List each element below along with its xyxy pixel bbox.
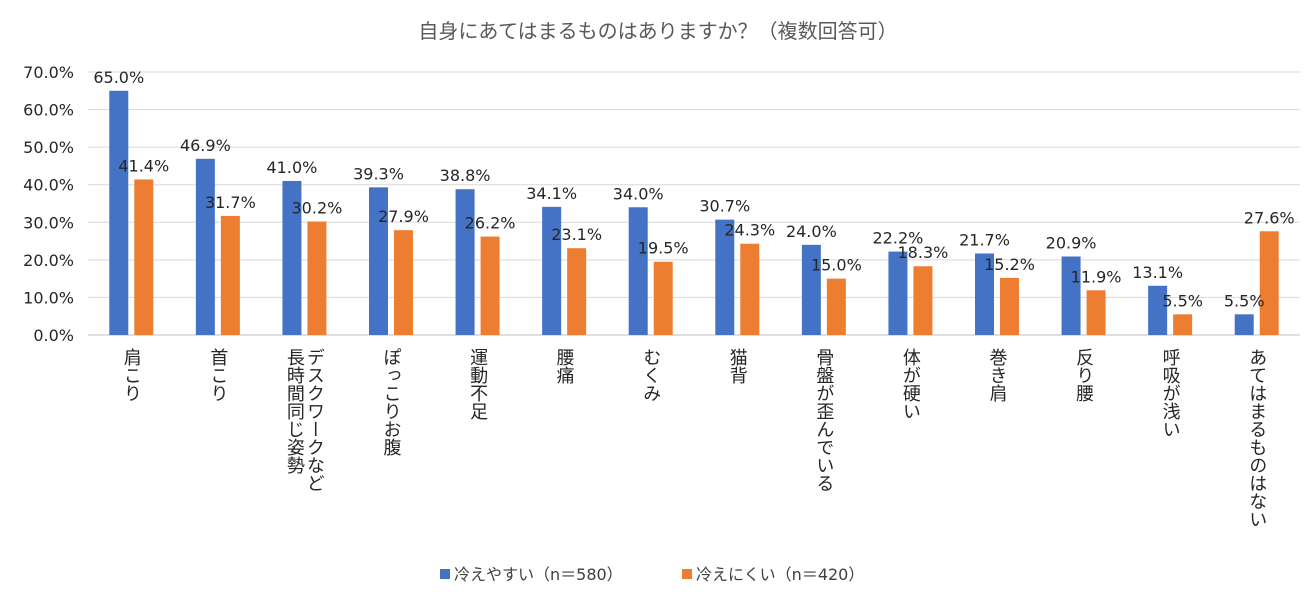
bars xyxy=(109,90,1279,336)
data-label: 19.5% xyxy=(638,239,689,258)
bar-series-1 xyxy=(1234,314,1254,335)
data-label: 20.9% xyxy=(1046,233,1097,252)
bar-series-2 xyxy=(1000,277,1019,335)
bar-series-1 xyxy=(1061,256,1081,335)
y-tick-label: 20.0% xyxy=(23,251,74,270)
data-label: 34.0% xyxy=(613,184,664,203)
category-label: 運動不足 xyxy=(467,348,488,420)
category-label: むくみ xyxy=(640,348,661,402)
y-tick-label: 40.0% xyxy=(23,176,74,195)
data-label: 15.2% xyxy=(984,255,1035,274)
bar-series-1 xyxy=(109,90,129,336)
data-label: 30.7% xyxy=(699,197,750,216)
y-tick-label: 30.0% xyxy=(23,213,74,232)
data-label: 22.2% xyxy=(873,229,924,248)
data-label: 31.7% xyxy=(205,193,256,212)
data-label: 15.0% xyxy=(811,256,862,275)
category-label: 腰痛 xyxy=(554,348,575,385)
bar-series-2 xyxy=(480,236,500,335)
data-labels: 65.0% 46.9% 41.0% 39.3% 38.8% 34.1% 34.0% 30.7%… xyxy=(93,68,1294,311)
bar-series-1 xyxy=(975,253,994,335)
data-label: 39.3% xyxy=(353,164,404,183)
bar-series-1 xyxy=(455,189,475,335)
bar-series-1 xyxy=(542,206,562,335)
bar-series-2 xyxy=(1259,231,1279,335)
bar-series-2 xyxy=(1173,314,1193,335)
bar-series-1 xyxy=(369,187,388,335)
data-label: 11.9% xyxy=(1071,267,1122,286)
category-label: 呼吸が浅い xyxy=(1160,348,1181,438)
data-label: 21.7% xyxy=(959,230,1010,249)
bar-series-2 xyxy=(220,215,240,335)
bar-series-2 xyxy=(826,278,846,335)
category-label: 首こり xyxy=(207,348,228,402)
y-tick-label: 70.0% xyxy=(23,63,74,82)
bar-series-2 xyxy=(913,266,933,335)
data-label: 26.2% xyxy=(465,214,516,233)
category-label: 肩こり xyxy=(121,348,142,402)
category-label: 体が硬い xyxy=(900,348,921,420)
bar-series-2 xyxy=(1086,290,1106,335)
legend: 冷えやすい（n＝580） 冷えにくい（n＝420） xyxy=(440,565,864,584)
gridlines xyxy=(88,71,1300,336)
data-label: 13.1% xyxy=(1132,263,1183,282)
data-label: 38.8% xyxy=(440,166,491,185)
y-tick-label: 50.0% xyxy=(23,138,74,157)
bar-series-2 xyxy=(567,248,587,335)
data-label: 23.1% xyxy=(551,225,602,244)
legend-swatch-series-2 xyxy=(682,569,692,579)
category-label: 猫背 xyxy=(727,348,748,384)
chart-title: 自身にあてはまるものはありますか？（複数回答可） xyxy=(418,19,897,43)
bar-series-1 xyxy=(715,219,735,335)
bar-series-1 xyxy=(888,251,908,335)
y-tick-label: 0.0% xyxy=(33,326,74,345)
bar-series-2 xyxy=(394,230,413,335)
category-label: ぽっこりお腹 xyxy=(381,348,402,457)
data-label: 65.0% xyxy=(93,68,144,87)
data-label: 24.0% xyxy=(786,222,837,241)
data-label: 24.3% xyxy=(724,221,775,240)
data-label: 30.2% xyxy=(292,199,343,218)
bar-series-1 xyxy=(1148,285,1168,335)
data-label: 5.5% xyxy=(1162,291,1203,310)
y-tick-label: 10.0% xyxy=(23,288,74,307)
data-label: 18.3% xyxy=(898,243,949,262)
data-label: 46.9% xyxy=(180,136,231,155)
legend-swatch-series-1 xyxy=(440,569,450,579)
data-label: 27.9% xyxy=(378,207,429,226)
data-label: 5.5% xyxy=(1224,291,1265,310)
bar-series-1 xyxy=(628,207,648,335)
data-label: 41.0% xyxy=(267,158,318,177)
category-label: 巻き肩 xyxy=(987,348,1008,403)
category-label: 骨盤が歪んでいる xyxy=(813,348,834,492)
bar-series-1 xyxy=(195,158,215,335)
y-tick-label: 60.0% xyxy=(23,101,74,120)
bar-series-2 xyxy=(134,179,154,335)
category-label: 反り腰 xyxy=(1073,348,1094,402)
bar-series-1 xyxy=(801,244,821,335)
data-label: 34.1% xyxy=(526,184,577,203)
legend-label-series-1: 冷えやすい（n＝580） xyxy=(454,565,623,584)
category-label: デスクワークなど xyxy=(304,348,325,492)
legend-label-series-2: 冷えにくい（n＝420） xyxy=(696,565,864,584)
bar-series-2 xyxy=(740,243,760,335)
bar-series-1 xyxy=(282,180,302,335)
bar-series-2 xyxy=(653,261,673,335)
bar-series-2 xyxy=(307,221,327,335)
category-label: 長時間同じ姿勢 xyxy=(284,348,305,475)
category-label: あてはまるものはない xyxy=(1246,348,1267,528)
data-label: 27.6% xyxy=(1244,208,1295,227)
y-axis-ticks: 0.0% 10.0% 20.0% 30.0% 40.0% 50.0% 60.0% 70.0% xyxy=(23,63,74,345)
data-label: 41.4% xyxy=(118,156,169,175)
